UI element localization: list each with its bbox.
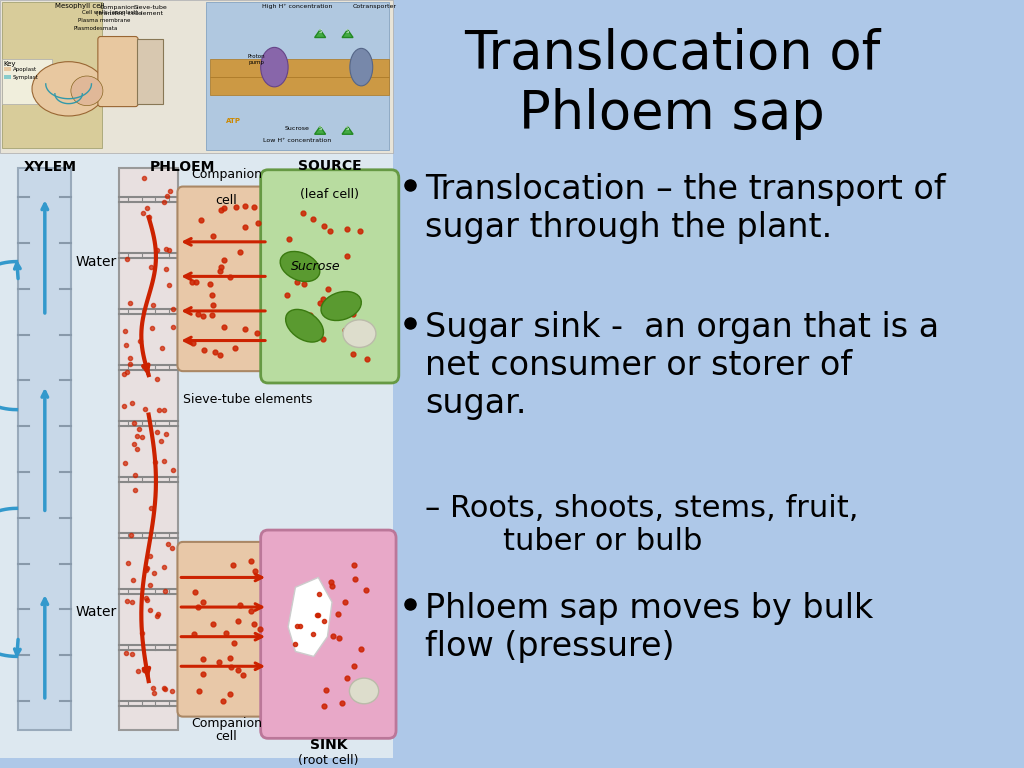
Bar xyxy=(210,77,389,94)
Text: – Roots, shoots, stems, fruit,
        tuber or bulb: – Roots, shoots, stems, fruit, tuber or … xyxy=(425,494,859,556)
Text: S: S xyxy=(346,126,349,131)
Ellipse shape xyxy=(350,48,373,86)
Text: Low H⁺ concentration: Low H⁺ concentration xyxy=(263,138,332,143)
Text: XYLEM: XYLEM xyxy=(24,160,77,174)
Text: S: S xyxy=(318,29,322,34)
Text: Sieve-tube elements: Sieve-tube elements xyxy=(183,393,312,406)
Text: Sucrose: Sucrose xyxy=(285,127,309,131)
Ellipse shape xyxy=(286,310,324,342)
Text: Translocation of
Phloem sap: Translocation of Phloem sap xyxy=(464,28,881,140)
Text: cell: cell xyxy=(215,730,238,743)
Ellipse shape xyxy=(32,61,105,116)
Polygon shape xyxy=(288,578,332,657)
Text: cell: cell xyxy=(215,194,238,207)
Bar xyxy=(137,39,163,104)
Text: Key: Key xyxy=(4,61,16,67)
Text: Proton
pump: Proton pump xyxy=(247,55,265,65)
Polygon shape xyxy=(342,127,353,134)
Bar xyxy=(206,2,389,150)
Bar xyxy=(4,75,11,79)
Text: Phloem sap moves by bulk
flow (pressure): Phloem sap moves by bulk flow (pressure) xyxy=(425,592,873,664)
Text: Plasmodesmata: Plasmodesmata xyxy=(73,25,118,31)
Text: S: S xyxy=(318,126,322,131)
Ellipse shape xyxy=(261,48,288,87)
FancyBboxPatch shape xyxy=(261,530,396,738)
Bar xyxy=(18,167,72,730)
Polygon shape xyxy=(342,30,353,38)
Polygon shape xyxy=(314,127,326,134)
FancyBboxPatch shape xyxy=(177,542,275,717)
Text: Water: Water xyxy=(76,254,117,269)
Bar xyxy=(210,59,389,77)
Text: Sieve-tube
element: Sieve-tube element xyxy=(134,5,168,15)
FancyBboxPatch shape xyxy=(261,170,398,383)
Text: Plasma membrane: Plasma membrane xyxy=(78,18,130,23)
Text: S: S xyxy=(346,29,349,34)
Text: Water: Water xyxy=(76,605,117,619)
Text: ATP: ATP xyxy=(225,118,241,124)
Bar xyxy=(4,67,11,71)
Bar xyxy=(0,0,393,758)
Text: Sucrose: Sucrose xyxy=(291,260,341,273)
Text: High H⁺ concentration: High H⁺ concentration xyxy=(262,4,333,9)
Text: Cotransporter: Cotransporter xyxy=(353,4,397,9)
Text: Companion: Companion xyxy=(190,167,262,180)
Polygon shape xyxy=(314,30,326,38)
Ellipse shape xyxy=(349,678,379,703)
Bar xyxy=(2,59,52,104)
FancyBboxPatch shape xyxy=(177,187,275,371)
Text: Translocation – the transport of
sugar through the plant.: Translocation – the transport of sugar t… xyxy=(425,173,946,244)
Ellipse shape xyxy=(281,251,319,282)
Text: Companion
(transfer) cell: Companion (transfer) cell xyxy=(96,5,138,15)
Text: Cell walls (apoplast): Cell walls (apoplast) xyxy=(82,10,138,15)
Text: Companion: Companion xyxy=(190,717,262,730)
Text: Apoplast: Apoplast xyxy=(13,67,37,72)
FancyBboxPatch shape xyxy=(98,37,138,107)
Bar xyxy=(2,2,102,148)
Ellipse shape xyxy=(321,292,361,320)
Text: SINK: SINK xyxy=(309,738,347,753)
Text: Sugar sink -  an organ that is a
net consumer or storer of
sugar.: Sugar sink - an organ that is a net cons… xyxy=(425,311,939,420)
Text: (leaf cell): (leaf cell) xyxy=(300,187,359,200)
Text: SOURCE: SOURCE xyxy=(298,159,361,173)
Bar xyxy=(0,0,393,153)
Text: Symplast: Symplast xyxy=(13,75,39,80)
Text: PHLOEM: PHLOEM xyxy=(151,160,216,174)
Bar xyxy=(119,167,178,730)
Text: (root cell): (root cell) xyxy=(298,754,358,767)
Ellipse shape xyxy=(343,319,376,347)
Text: Mesophyll cell: Mesophyll cell xyxy=(55,3,104,9)
Ellipse shape xyxy=(71,76,102,106)
